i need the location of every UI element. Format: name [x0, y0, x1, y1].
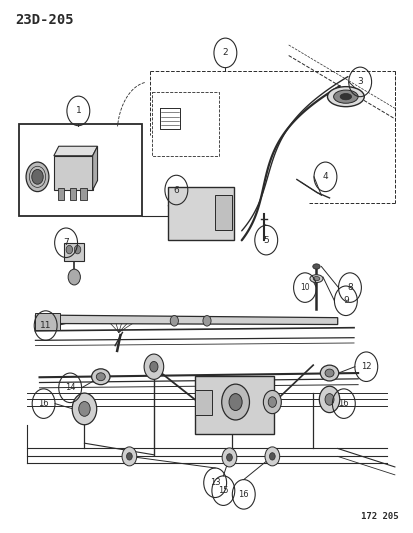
- Circle shape: [122, 447, 136, 466]
- Text: 13: 13: [209, 478, 220, 487]
- Circle shape: [126, 453, 132, 460]
- Text: 16: 16: [238, 490, 249, 499]
- Text: 16: 16: [38, 399, 49, 408]
- Bar: [70, 188, 76, 199]
- Circle shape: [144, 354, 163, 379]
- Bar: [215, 195, 231, 230]
- Circle shape: [226, 454, 232, 461]
- Polygon shape: [54, 156, 93, 190]
- Circle shape: [228, 393, 242, 410]
- Circle shape: [268, 397, 276, 407]
- Ellipse shape: [313, 277, 319, 281]
- Circle shape: [74, 245, 81, 254]
- Text: 2: 2: [222, 49, 228, 58]
- Text: 4: 4: [322, 172, 328, 181]
- Bar: [168, 188, 233, 240]
- Polygon shape: [54, 146, 97, 156]
- Text: 9: 9: [342, 296, 348, 305]
- Ellipse shape: [96, 373, 105, 381]
- Text: 3: 3: [356, 77, 362, 86]
- Circle shape: [72, 393, 97, 425]
- Text: 6: 6: [173, 185, 179, 195]
- Text: 172 205: 172 205: [361, 512, 398, 521]
- Polygon shape: [93, 146, 97, 190]
- Text: 11: 11: [40, 321, 51, 330]
- Circle shape: [324, 393, 333, 405]
- Circle shape: [202, 316, 211, 326]
- Text: 14: 14: [65, 383, 75, 392]
- Ellipse shape: [320, 365, 338, 381]
- Bar: [194, 376, 274, 434]
- Ellipse shape: [327, 87, 363, 107]
- Text: 15: 15: [218, 486, 228, 495]
- Text: 10: 10: [299, 283, 309, 292]
- Bar: [19, 124, 141, 216]
- Ellipse shape: [324, 369, 333, 377]
- Ellipse shape: [309, 274, 322, 282]
- Text: 16: 16: [338, 399, 348, 408]
- Circle shape: [66, 245, 72, 254]
- Circle shape: [32, 169, 43, 184]
- Circle shape: [318, 386, 339, 413]
- Bar: [64, 243, 84, 261]
- Polygon shape: [36, 315, 337, 325]
- Text: 1: 1: [75, 107, 81, 116]
- Circle shape: [150, 361, 158, 372]
- Circle shape: [269, 453, 275, 460]
- Circle shape: [222, 448, 236, 467]
- Bar: [194, 390, 211, 415]
- Circle shape: [170, 316, 178, 326]
- Ellipse shape: [339, 93, 351, 100]
- Text: 5: 5: [263, 236, 268, 245]
- Bar: [80, 188, 86, 199]
- Circle shape: [264, 447, 279, 466]
- Ellipse shape: [312, 264, 319, 269]
- Text: 7: 7: [63, 238, 69, 247]
- Bar: [58, 188, 64, 199]
- Circle shape: [263, 391, 281, 414]
- Bar: [36, 313, 60, 330]
- Text: 8: 8: [346, 283, 352, 292]
- Circle shape: [78, 401, 90, 416]
- Text: 23D-205: 23D-205: [15, 13, 74, 27]
- Text: 12: 12: [360, 362, 370, 371]
- Ellipse shape: [91, 369, 110, 385]
- Ellipse shape: [333, 90, 357, 103]
- Circle shape: [68, 269, 80, 285]
- Circle shape: [26, 162, 49, 191]
- Circle shape: [221, 384, 249, 420]
